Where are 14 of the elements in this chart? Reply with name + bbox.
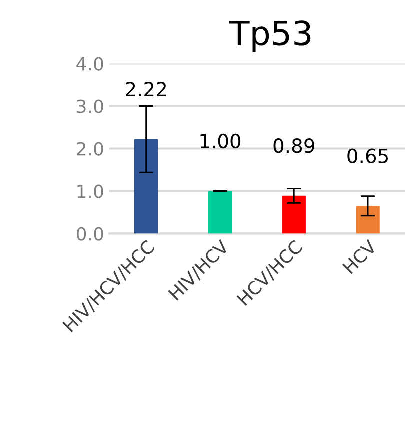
bar [282, 196, 306, 234]
data-label: 2.22 [126, 82, 166, 96]
bar [356, 206, 380, 234]
data-label: 0.65 [348, 148, 388, 164]
data-label: 0.89 [274, 138, 314, 154]
y-tick-label: 4.0 [76, 57, 104, 71]
y-tick-label: 1.0 [78, 184, 104, 198]
chart-title: Tp53 [229, 20, 311, 52]
y-tick-label: 0.0 [76, 227, 104, 241]
bar [208, 191, 232, 234]
data-label: 1.00 [200, 134, 241, 149]
y-tick-label: 3.0 [77, 100, 104, 114]
y-tick-label: 2.0 [77, 142, 104, 156]
bar [134, 139, 158, 234]
